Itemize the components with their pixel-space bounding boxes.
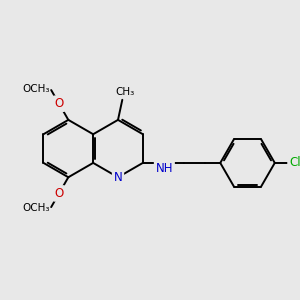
- Text: CH₃: CH₃: [116, 87, 135, 97]
- Text: Cl: Cl: [289, 156, 300, 170]
- Text: OCH₃: OCH₃: [22, 203, 50, 213]
- Text: OCH₃: OCH₃: [22, 84, 50, 94]
- Text: O: O: [54, 187, 64, 200]
- Text: NH: NH: [156, 162, 173, 175]
- Text: N: N: [114, 171, 122, 184]
- Text: O: O: [54, 97, 64, 110]
